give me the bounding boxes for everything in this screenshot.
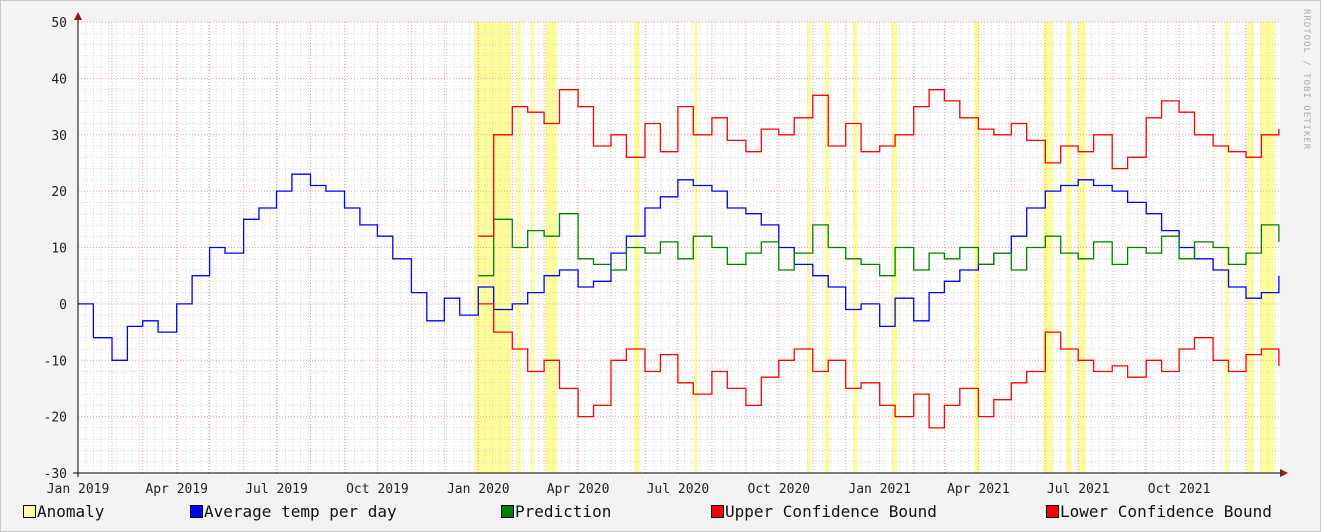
anomaly-band-11 [1043,22,1053,473]
anomaly-band-5 [694,22,698,473]
y-tick-label-30: 30 [51,129,67,144]
watermark: RRDTOOL / TOBI OETIKER [1301,9,1311,150]
y-tick-label--20: -20 [44,411,67,426]
legend-swatch-3 [711,505,724,518]
legend-swatch-1 [190,505,203,518]
x-tick-label: Oct 2020 [747,482,810,497]
axes [73,12,1288,477]
series-line-3 [478,303,1280,429]
x-tick-label: Apr 2021 [947,482,1010,497]
x-tick-label: Apr 2019 [145,482,208,497]
y-tick-labels: -30 -20 -10 0 10 20 30 40 50 [44,16,67,482]
y-tick-label-50: 50 [51,16,67,31]
series-line-0 [78,173,1280,361]
y-tick-label-10: 10 [51,242,67,257]
anomaly-band-7 [824,22,830,473]
y-axis-arrow [74,12,82,20]
series-line-1 [478,213,1280,277]
y-tick-label-0: 0 [59,298,67,313]
legend-label-2: Prediction [515,502,611,521]
series-layer [78,89,1280,429]
x-tick-label: Jan 2019 [47,482,110,497]
x-tick-label: Oct 2019 [346,482,409,497]
x-tick-label: Jul 2020 [647,482,710,497]
x-tick-label: Jul 2021 [1047,482,1110,497]
x-tick-label: Jul 2019 [245,482,308,497]
legend-swatch-0 [23,505,36,518]
x-tick-label: Jan 2021 [848,482,911,497]
y-tick-label--10: -10 [44,354,67,369]
x-axis-arrow [1280,469,1288,477]
y-tick-label-40: 40 [51,72,67,87]
legend: Anomaly Average temp per day Prediction Upp… [23,502,1272,521]
legend-swatch-4 [1046,505,1059,518]
x-tick-labels: Jan 2019 Apr 2019 Jul 2019 Oct 2019 Jan 2020… [47,482,1211,497]
y-tick-label--30: -30 [44,467,67,482]
anomaly-band-2 [530,22,535,473]
legend-label-0: Anomaly [37,502,105,521]
anomaly-band-6 [807,22,811,473]
y-tick-label-20: 20 [51,185,67,200]
anomaly-band-15 [1247,22,1254,473]
legend-label-1: Average temp per day [204,502,397,521]
legend-swatch-2 [501,505,514,518]
anomaly-band-13 [1078,22,1086,473]
legend-label-4: Lower Confidence Bound [1060,502,1272,521]
x-tick-label: Apr 2020 [547,482,610,497]
legend-label-3: Upper Confidence Bound [725,502,937,521]
x-tick-label: Oct 2021 [1148,482,1211,497]
series-line-2 [478,89,1280,237]
x-tick-label: Jan 2020 [447,482,510,497]
